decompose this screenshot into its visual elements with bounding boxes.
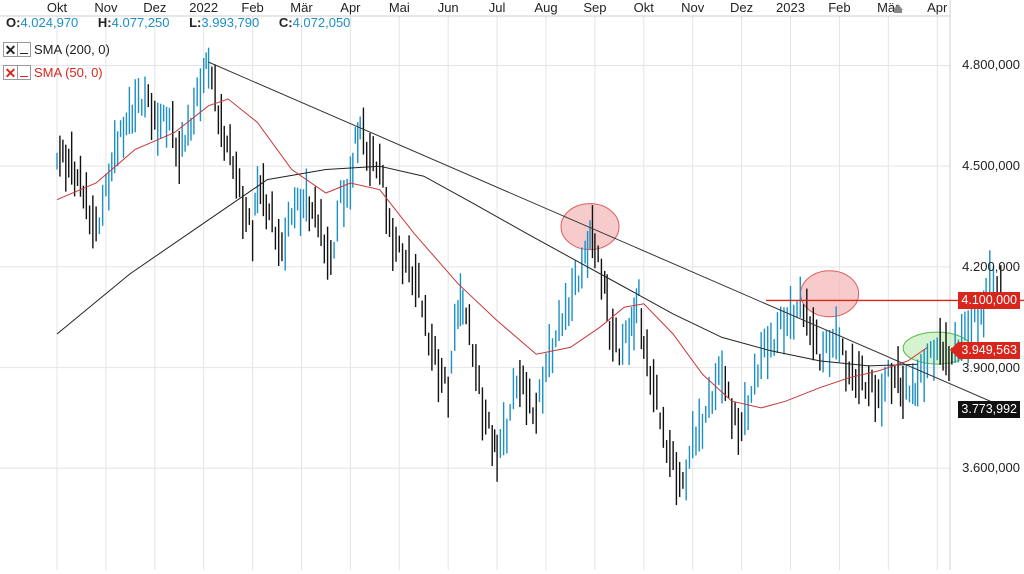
x-tick-label: Apr [927, 0, 948, 15]
trendline[interactable] [208, 61, 1006, 409]
close-readout: C:4.072,050 [278, 15, 351, 30]
y-tick-label: 3.600,000 [962, 460, 1020, 476]
sma200-line [56, 165, 918, 367]
x-tick-label: Mär [290, 0, 313, 15]
remove-indicator-icon[interactable]: ✕ [3, 65, 18, 81]
legend-label: SMA (50, 0) [34, 65, 103, 80]
y-tick-label: 4.500,000 [962, 158, 1020, 174]
x-tick-label: Nov [94, 0, 118, 15]
x-tick-label: 2023 [776, 0, 805, 15]
line-style-icon[interactable] [18, 65, 31, 80]
x-tick-label: Dez [143, 0, 167, 15]
y-tick-label: 4.800,000 [962, 57, 1020, 73]
y-tick-label: 4.200,000 [962, 258, 1020, 274]
x-tick-label: Jun [437, 0, 459, 15]
legend-label: SMA (200, 0) [34, 42, 110, 57]
x-tick-label: Dez [730, 0, 754, 15]
legend-item-sma50[interactable]: ✕ SMA (50, 0) [3, 64, 110, 81]
x-tick-label: Aug [534, 0, 558, 15]
sma50-line [56, 98, 928, 409]
x-tick-label: Okt [633, 0, 654, 15]
chart-grid [0, 0, 951, 570]
x-tick-label: Apr [340, 0, 361, 15]
legend-item-sma200[interactable]: ✕ SMA (200, 0) [3, 41, 110, 58]
low-readout: L:3.993,790 [189, 15, 260, 30]
price-tag: 4.100,000 [958, 291, 1020, 309]
high-readout: H:4.077,250 [97, 15, 170, 30]
x-tick-label: Jul [488, 0, 506, 15]
indicator-legend: ✕ SMA (200, 0) ✕ SMA (50, 0) [3, 41, 110, 81]
x-tick-label: Sep [583, 0, 607, 15]
y-tick-label: 3.900,000 [962, 359, 1020, 375]
price-tag: 3.773,992 [958, 401, 1020, 419]
chart-series [56, 47, 1002, 506]
open-readout: O:4.024,970 [6, 15, 79, 30]
line-style-icon[interactable] [18, 42, 31, 57]
highlight-circle-red[interactable] [800, 270, 860, 318]
x-tick-label: Okt [46, 0, 68, 15]
x-tick-label: Feb [241, 0, 264, 15]
up-triangle-marker-icon[interactable] [893, 3, 904, 13]
price-tag: 3.949,563 [950, 342, 1020, 360]
x-tick-label: Feb [828, 0, 851, 15]
remove-indicator-icon[interactable]: ✕ [3, 42, 18, 58]
x-tick-label: Nov [681, 0, 705, 15]
x-tick-label: 2022 [189, 0, 219, 15]
x-tick-label: Mai [388, 0, 410, 15]
ohlc-header: O:4.024,970 H:4.077,250 L:3.993,790 C:4.… [6, 15, 366, 30]
